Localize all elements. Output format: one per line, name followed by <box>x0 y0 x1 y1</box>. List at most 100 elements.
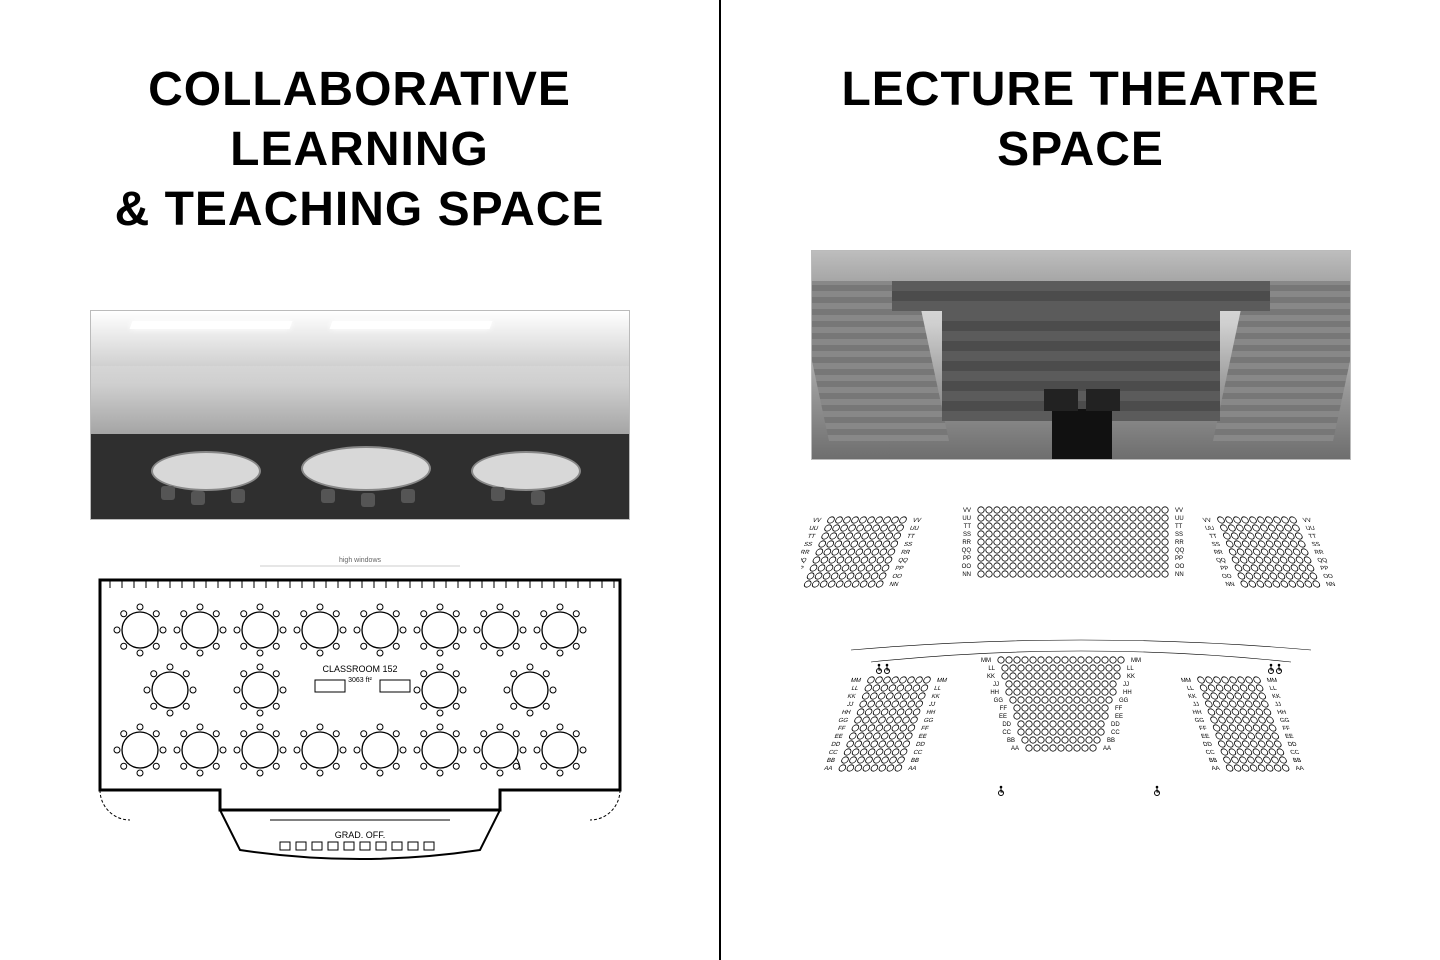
svg-text:SS: SS <box>1175 532 1183 538</box>
svg-text:DD: DD <box>1286 741 1297 748</box>
svg-text:RR: RR <box>962 540 971 546</box>
svg-text:AA: AA <box>1010 746 1018 752</box>
svg-text:TT: TT <box>806 533 816 540</box>
svg-text:VV: VV <box>1175 508 1183 514</box>
svg-text:EE: EE <box>1115 714 1123 720</box>
svg-text:LL: LL <box>933 685 942 692</box>
svg-text:TT: TT <box>1208 533 1218 540</box>
svg-text:GG: GG <box>1119 698 1129 704</box>
svg-text:VV: VV <box>1201 517 1212 524</box>
svg-text:EE: EE <box>1284 733 1294 740</box>
svg-text:JJ: JJ <box>845 701 853 708</box>
svg-text:FF: FF <box>1115 706 1123 712</box>
svg-text:GG: GG <box>993 698 1003 704</box>
comparison-infographic: COLLABORATIVE LEARNING & TEACHING SPACE … <box>0 0 1440 960</box>
svg-text:DD: DD <box>830 741 841 748</box>
svg-text:BB: BB <box>1208 757 1218 764</box>
svg-text:GG: GG <box>1279 717 1291 724</box>
svg-text:KK: KK <box>1271 693 1282 700</box>
svg-text:PP: PP <box>1175 556 1183 562</box>
classroom-photo <box>90 310 630 520</box>
svg-text:LL: LL <box>1185 685 1194 692</box>
svg-text:GG: GG <box>837 717 849 724</box>
svg-text:TT: TT <box>905 533 915 540</box>
svg-text:CC: CC <box>827 749 838 756</box>
svg-text:LL: LL <box>850 685 859 692</box>
svg-text:RR: RR <box>801 549 811 556</box>
svg-text:DD: DD <box>1002 722 1011 728</box>
svg-text:OO: OO <box>801 573 802 580</box>
svg-text:high windows: high windows <box>338 557 381 564</box>
svg-text:LL: LL <box>1127 666 1134 672</box>
svg-text:FF: FF <box>999 706 1007 712</box>
svg-text:HH: HH <box>925 709 936 716</box>
svg-text:DD: DD <box>1202 741 1213 748</box>
left-panel: COLLABORATIVE LEARNING & TEACHING SPACE … <box>0 0 719 960</box>
svg-text:SS: SS <box>1210 541 1220 548</box>
svg-text:HH: HH <box>990 690 999 696</box>
svg-text:CC: CC <box>1204 749 1215 756</box>
svg-text:CC: CC <box>912 749 923 756</box>
svg-text:KK: KK <box>846 693 857 700</box>
svg-text:DD: DD <box>914 741 925 748</box>
left-title-line1: COLLABORATIVE LEARNING <box>148 63 571 176</box>
right-panel: LECTURE THEATRE SPACE VVVVUUUUTTTTSSSSRR… <box>721 0 1440 960</box>
svg-text:KK: KK <box>930 693 941 700</box>
svg-text:TT: TT <box>1175 524 1183 530</box>
svg-text:NN: NN <box>1325 581 1336 588</box>
svg-text:PP: PP <box>1219 565 1229 572</box>
svg-text:VV: VV <box>1301 517 1312 524</box>
svg-text:KK: KK <box>1127 674 1135 680</box>
svg-text:SS: SS <box>1310 541 1320 548</box>
svg-text:RR: RR <box>899 549 911 556</box>
svg-text:RR: RR <box>1175 540 1184 546</box>
svg-text:UU: UU <box>962 516 971 522</box>
svg-text:UU: UU <box>1175 516 1184 522</box>
svg-text:UU: UU <box>908 525 919 532</box>
floorplan-svg: high windowsCLASSROOM 1523063 ft²GRAD. O… <box>80 550 640 870</box>
svg-text:EE: EE <box>1200 733 1210 740</box>
right-title: LECTURE THEATRE SPACE <box>751 60 1410 180</box>
svg-text:FF: FF <box>836 725 846 732</box>
svg-text:HH: HH <box>1123 690 1132 696</box>
svg-text:BB: BB <box>1292 757 1302 764</box>
svg-text:QQ: QQ <box>1215 557 1227 564</box>
svg-text:BB: BB <box>825 757 835 764</box>
svg-text:GRAD. OFF.: GRAD. OFF. <box>334 830 385 840</box>
svg-text:EE: EE <box>833 733 843 740</box>
svg-text:EE: EE <box>998 714 1006 720</box>
svg-text:FF: FF <box>1198 725 1208 732</box>
svg-text:TT: TT <box>963 524 971 530</box>
svg-text:QQ: QQ <box>1175 548 1185 554</box>
svg-text:QQ: QQ <box>897 557 909 564</box>
svg-text:3063 ft²: 3063 ft² <box>348 677 372 684</box>
svg-text:AA: AA <box>907 765 918 772</box>
svg-text:QQ: QQ <box>1316 557 1328 564</box>
svg-text:CC: CC <box>1289 749 1300 756</box>
svg-text:AA: AA <box>1294 765 1305 772</box>
svg-text:PP: PP <box>894 565 904 572</box>
svg-text:VV: VV <box>811 517 822 524</box>
svg-text:OO: OO <box>961 564 971 570</box>
auditorium-photo <box>811 250 1351 460</box>
svg-text:HH: HH <box>1191 709 1202 716</box>
svg-text:MM: MM <box>981 658 991 664</box>
svg-text:MM: MM <box>935 677 947 684</box>
svg-text:PP: PP <box>801 565 805 572</box>
svg-text:JJ: JJ <box>927 701 935 708</box>
svg-text:GG: GG <box>922 717 934 724</box>
svg-text:BB: BB <box>1006 738 1014 744</box>
svg-text:AA: AA <box>1103 746 1111 752</box>
svg-text:CC: CC <box>1111 730 1120 736</box>
svg-text:SS: SS <box>902 541 912 548</box>
svg-text:CC: CC <box>1002 730 1011 736</box>
svg-text:QQ: QQ <box>961 548 971 554</box>
svg-text:AA: AA <box>823 765 834 772</box>
svg-text:FF: FF <box>1281 725 1291 732</box>
svg-text:MM: MM <box>1131 658 1141 664</box>
theatre-seatmap: VVVVUUUUTTTTSSSSRRRRQQQQPPPPOOOONNNNVVVV… <box>801 490 1361 810</box>
svg-text:PP: PP <box>962 556 970 562</box>
svg-text:VV: VV <box>962 508 970 514</box>
svg-text:MM: MM <box>849 677 861 684</box>
svg-text:MM: MM <box>1266 677 1278 684</box>
